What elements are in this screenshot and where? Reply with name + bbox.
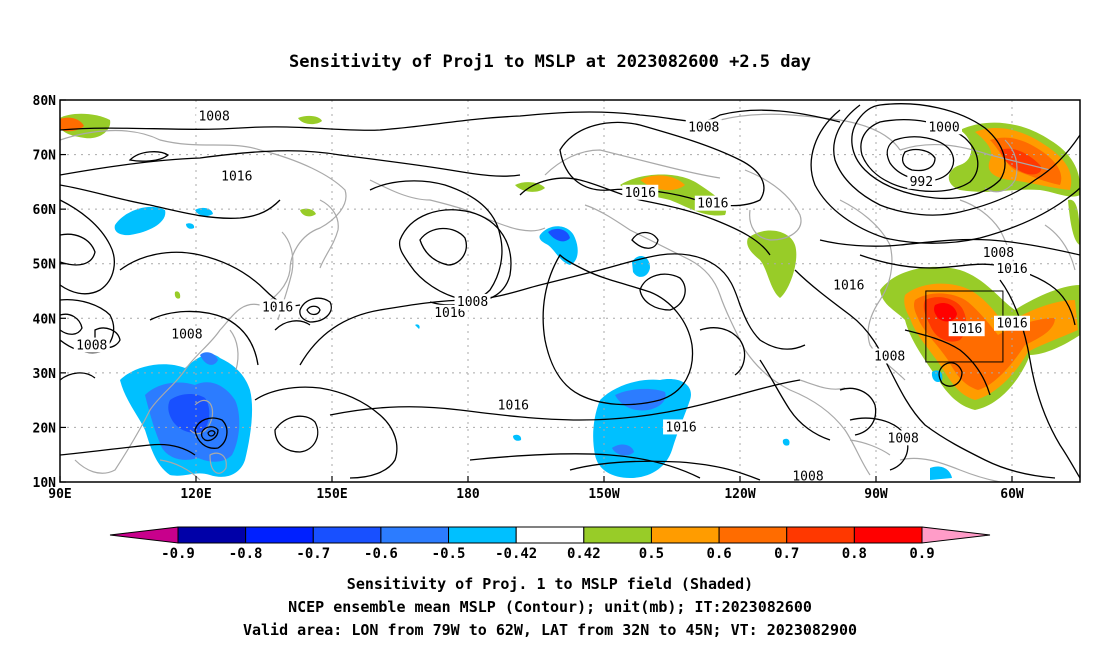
lon-tick-label: 120E xyxy=(180,487,211,502)
colorbar-tick-label: -0.8 xyxy=(229,546,263,562)
contour-label: 1008 xyxy=(983,246,1014,261)
colorbar-swatch xyxy=(312,526,382,544)
colorbar-swatch xyxy=(650,526,720,544)
colorbar-tick-label: 0.7 xyxy=(774,546,799,562)
colorbar-tick-label: -0.9 xyxy=(161,546,195,562)
contour-label: 1008 xyxy=(792,470,823,485)
lat-tick-label: 70N xyxy=(33,149,57,164)
latitude-tick-labels: 80N 70N 60N 50N 40N 30N 20N 10N xyxy=(33,94,66,491)
colorbar-tick-label: 0.9 xyxy=(909,546,934,562)
contour-label: 1016 xyxy=(665,420,696,435)
contour-label: 1016 xyxy=(262,300,293,315)
colorbar-low-cap xyxy=(109,526,179,544)
contour-label-bg xyxy=(495,397,532,413)
colorbar: -0.9 -0.8 -0.7 -0.6 -0.5 -0.42 0.42 0.5 0.6 0.7 0.… xyxy=(109,526,991,562)
lat-tick-label: 40N xyxy=(33,312,57,327)
colorbar-tick-label: 0.6 xyxy=(706,546,731,562)
figure-title: Sensitivity of Proj1 to MSLP at 20230826… xyxy=(289,52,811,72)
contour-label-bg xyxy=(259,299,296,315)
colorbar-tick-label: 0.8 xyxy=(842,546,867,562)
contour-label-bg xyxy=(685,119,722,135)
colorbar-swatch xyxy=(853,526,923,544)
lat-tick-label: 80N xyxy=(33,94,57,109)
contour-label-bg xyxy=(73,337,110,353)
contour-label-bg xyxy=(218,168,255,184)
lon-tick-label: 120W xyxy=(724,487,755,502)
colorbar-tick-label: -0.5 xyxy=(432,546,466,562)
contour-label-bg xyxy=(980,244,1017,260)
colorbar-swatch xyxy=(718,526,788,544)
colorbar-tick-label: 0.42 xyxy=(567,546,601,562)
contour-label-bg xyxy=(926,119,962,135)
contour-label-bg xyxy=(790,468,826,482)
lon-tick-label: 90W xyxy=(864,487,888,502)
colorbar-swatch xyxy=(380,526,450,544)
contour-label-bg xyxy=(994,261,1030,277)
colorbar-tick-label: -0.42 xyxy=(495,546,537,562)
contour-label: 1016 xyxy=(951,322,982,337)
colorbar-swatch xyxy=(245,526,314,544)
contour-label: 1016 xyxy=(697,197,728,212)
contour-label-bg xyxy=(907,173,936,189)
lat-tick-label: 50N xyxy=(33,258,57,273)
contour-label-bg xyxy=(948,321,985,337)
colorbar-swatch xyxy=(177,526,247,544)
colorbar-swatch xyxy=(448,526,517,544)
lon-tick-label: 60W xyxy=(1000,487,1024,502)
colorbar-tick-label: -0.7 xyxy=(296,546,330,562)
contour-label-bg xyxy=(168,326,205,342)
lat-tick-label: 20N xyxy=(33,421,57,436)
contour-label: 1016 xyxy=(996,317,1027,332)
positive-sensitivity-shading xyxy=(60,113,1080,480)
contour-label: 1008 xyxy=(76,339,107,354)
lon-tick-label: 180 xyxy=(456,487,480,502)
contour-label-bg xyxy=(196,108,233,124)
contour-label: 1000 xyxy=(928,120,959,135)
contour-label-bg xyxy=(454,293,491,309)
contour-label: 992 xyxy=(910,175,933,190)
colorbar-swatch xyxy=(583,526,652,544)
contour-label: 1008 xyxy=(457,295,488,310)
caption-line-2: NCEP ensemble mean MSLP (Contour); unit(… xyxy=(288,598,812,616)
contour-label: 1008 xyxy=(198,109,229,124)
lon-tick-label: 90E xyxy=(48,487,71,502)
contour-label-bg xyxy=(663,419,700,435)
contour-label: 1008 xyxy=(171,328,202,343)
map-plot-area: 1008101610161008100810161008101610081016… xyxy=(60,100,1080,485)
lon-tick-label: 150E xyxy=(316,487,347,502)
lat-tick-label: 30N xyxy=(33,367,57,382)
colorbar-swatch xyxy=(786,526,855,544)
contour-label: 1016 xyxy=(996,262,1027,277)
colorbar-tick-label: 0.5 xyxy=(639,546,664,562)
colorbar-swatch xyxy=(515,526,585,544)
lon-tick-label: 150W xyxy=(588,487,619,502)
lat-tick-label: 60N xyxy=(33,203,57,218)
contour-label: 1016 xyxy=(498,399,529,414)
contour-label: 1008 xyxy=(874,349,905,364)
contour-label-bg xyxy=(622,184,659,200)
colorbar-tick-label: -0.6 xyxy=(364,546,398,562)
contour-label: 1008 xyxy=(688,120,719,135)
contour-label: 1016 xyxy=(434,306,465,321)
colorbar-high-cap xyxy=(921,526,991,544)
contour-label-bg xyxy=(885,430,922,446)
contour-label: 1016 xyxy=(625,186,656,201)
contour-label-bg xyxy=(694,195,731,211)
contour-label: 1016 xyxy=(833,279,864,294)
contour-label-bg xyxy=(830,277,867,293)
caption-line-1: Sensitivity of Proj. 1 to MSLP field (Sh… xyxy=(347,575,753,593)
caption-line-3: Valid area: LON from 79W to 62W, LAT fro… xyxy=(243,621,857,639)
contour-label-bg xyxy=(871,348,908,364)
contour-label: 1016 xyxy=(221,169,252,184)
longitude-tick-labels: 90E 120E 150E 180 150W 120W 90W 60W xyxy=(48,476,1024,502)
contour-labels: 1008101610161008100810161008101610081016… xyxy=(73,108,1030,485)
contour-label: 1008 xyxy=(888,431,919,446)
lat-tick-label: 10N xyxy=(33,476,57,491)
contour-label-bg xyxy=(994,315,1030,331)
map-frame xyxy=(59,99,1081,483)
